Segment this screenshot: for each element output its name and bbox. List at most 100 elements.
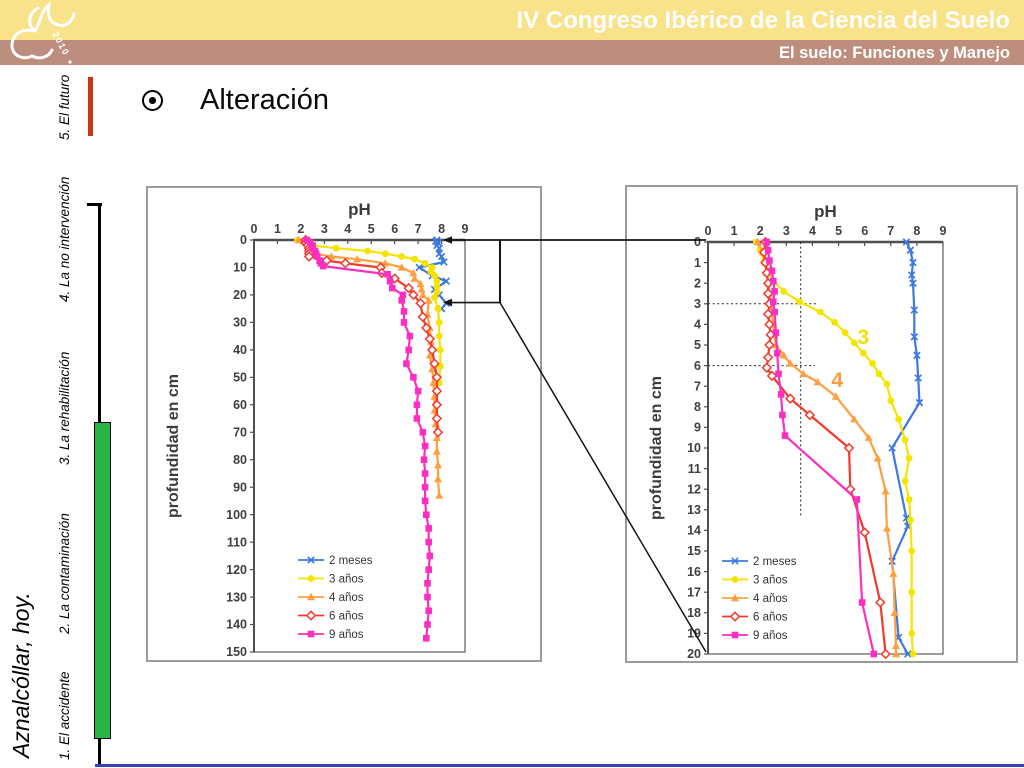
logo-year: 2010 xyxy=(50,30,71,58)
svg-text:10: 10 xyxy=(233,261,247,275)
svg-text:9: 9 xyxy=(462,222,469,236)
svg-text:3 años: 3 años xyxy=(753,575,788,587)
svg-text:4: 4 xyxy=(809,224,816,238)
legend: 2 meses 3 años 4 años 6 años 9 años xyxy=(298,555,373,641)
header-band-secondary xyxy=(0,40,1024,65)
svg-text:9: 9 xyxy=(694,421,701,435)
svg-text:1: 1 xyxy=(731,224,738,238)
svg-text:13: 13 xyxy=(687,503,701,517)
svg-text:0: 0 xyxy=(694,235,701,249)
timeline-progress-bar xyxy=(94,422,111,739)
svg-text:6 años: 6 años xyxy=(753,612,788,624)
legend: 2 meses 3 años 4 años 6 años 9 años xyxy=(722,556,797,642)
chart-title: pH xyxy=(814,202,837,221)
svg-text:90: 90 xyxy=(233,480,247,494)
ph-depth-chart-full: 0 1 2 3 4 5 6 7 8 9010203040506070809010011012013… xyxy=(165,200,469,659)
svg-text:70: 70 xyxy=(233,425,247,439)
svg-text:3 años: 3 años xyxy=(329,574,364,586)
svg-text:9 años: 9 años xyxy=(329,629,364,641)
slide-title: Alteración xyxy=(200,84,329,116)
svg-text:3: 3 xyxy=(321,222,328,236)
sidebar-item-accidente: 1. El accidente xyxy=(57,671,72,760)
svg-text:10: 10 xyxy=(687,441,701,455)
svg-text:50: 50 xyxy=(233,371,247,385)
svg-text:7: 7 xyxy=(694,379,701,393)
bullet-icon xyxy=(142,90,163,111)
svg-text:7: 7 xyxy=(887,224,894,238)
svg-text:19: 19 xyxy=(687,627,701,641)
svg-text:4: 4 xyxy=(694,318,701,332)
plot-area: 0 1 2 3 4 5 6 7 8 9012345678910111213141516171819… xyxy=(687,224,946,661)
chart-title: pH xyxy=(348,200,371,219)
sidebar-item-no-intervencion: 4. La no intervención xyxy=(57,176,72,302)
header-title: IV Congreso Ibérico de la Ciencia del Su… xyxy=(516,7,1010,34)
series-inline-label: 3 xyxy=(858,326,870,349)
svg-text:40: 40 xyxy=(233,343,247,357)
svg-text:2: 2 xyxy=(757,224,764,238)
header-band-primary xyxy=(0,0,1024,40)
series-9-años xyxy=(763,238,878,658)
sidebar-project-label: Aznalcóllar, hoy. xyxy=(8,592,34,758)
svg-text:0: 0 xyxy=(251,222,258,236)
svg-text:0: 0 xyxy=(705,224,712,238)
svg-text:5: 5 xyxy=(368,222,375,236)
svg-text:1: 1 xyxy=(274,222,281,236)
sidebar-item-rehabilitacion: 3. La rehabilitación xyxy=(57,351,72,465)
svg-text:3: 3 xyxy=(783,224,790,238)
svg-text:9: 9 xyxy=(940,224,947,238)
bullet-dot-icon xyxy=(149,97,156,104)
svg-text:8: 8 xyxy=(913,224,920,238)
svg-text:6: 6 xyxy=(391,222,398,236)
header-subtitle: El suelo: Funciones y Manejo xyxy=(778,44,1010,62)
svg-text:140: 140 xyxy=(226,618,247,632)
svg-text:16: 16 xyxy=(687,565,701,579)
y-axis-label: profundidad en cm xyxy=(165,374,182,518)
svg-text:5: 5 xyxy=(694,338,701,352)
svg-text:6: 6 xyxy=(694,359,701,373)
svg-text:3: 3 xyxy=(694,297,701,311)
svg-text:30: 30 xyxy=(233,316,247,330)
svg-text:4 años: 4 años xyxy=(753,593,788,605)
series-6-años xyxy=(300,234,444,438)
svg-text:20: 20 xyxy=(233,288,247,302)
svg-text:120: 120 xyxy=(226,563,247,577)
svg-text:14: 14 xyxy=(687,524,701,538)
svg-text:9 años: 9 años xyxy=(753,630,788,642)
svg-text:100: 100 xyxy=(226,508,247,522)
svg-text:4: 4 xyxy=(344,222,351,236)
svg-text:60: 60 xyxy=(233,398,247,412)
svg-text:110: 110 xyxy=(227,535,247,549)
series-3-años xyxy=(294,236,444,387)
series-9-años xyxy=(303,236,434,642)
sidebar-item-contaminacion: 2. La contaminación xyxy=(57,513,72,634)
svg-text:7: 7 xyxy=(415,222,422,236)
svg-text:1: 1 xyxy=(694,256,701,270)
svg-text:20: 20 xyxy=(687,647,701,661)
ph-depth-chart-detail: 0 1 2 3 4 5 6 7 8 9012345678910111213141516171819… xyxy=(648,202,947,661)
y-axis-label: profundidad en cm xyxy=(648,376,665,520)
svg-text:150: 150 xyxy=(226,645,247,659)
svg-text:15: 15 xyxy=(687,544,701,558)
svg-text:130: 130 xyxy=(226,590,247,604)
svg-text:6: 6 xyxy=(861,224,868,238)
series-2-meses xyxy=(888,238,924,658)
svg-text:2: 2 xyxy=(297,222,304,236)
svg-text:11: 11 xyxy=(688,462,701,476)
svg-text:4 años: 4 años xyxy=(329,592,364,604)
svg-text:0: 0 xyxy=(240,233,247,247)
svg-text:12: 12 xyxy=(687,482,701,496)
svg-text:8: 8 xyxy=(438,222,445,236)
chart-panel-detail: 0 1 2 3 4 5 6 7 8 9 0 1 2 3 4 5 6 7 8 9 10 11 12 13 14 15 16 17 18 19… xyxy=(625,185,1018,663)
svg-text:80: 80 xyxy=(233,453,247,467)
plot-area: 0 1 2 3 4 5 6 7 8 9010203040506070809010011012013… xyxy=(226,222,468,659)
svg-text:6 años: 6 años xyxy=(329,611,364,623)
series-inline-label: 4 xyxy=(831,369,843,392)
svg-text:18: 18 xyxy=(687,606,701,620)
active-section-marker xyxy=(88,77,93,136)
timeline-top-cap xyxy=(87,203,102,206)
svg-text:2 meses: 2 meses xyxy=(753,556,797,568)
svg-text:17: 17 xyxy=(687,585,701,599)
bottom-rule xyxy=(95,764,1024,767)
chart-panel-full-profile: 0 1 2 3 4 5 6 7 8 9 0 10 20 30 40 50 60 70 80 90 100 110 120 13… xyxy=(146,186,542,662)
